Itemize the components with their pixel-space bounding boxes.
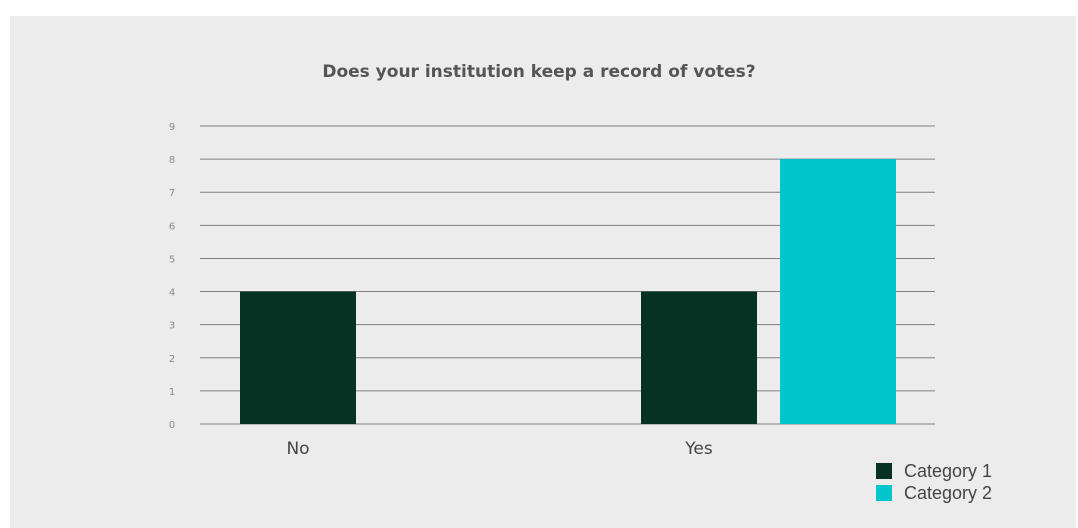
- y-tick-label: 0: [169, 420, 175, 431]
- chart-title: Does your institution keep a record of v…: [322, 62, 756, 82]
- bar-yes-series-1: [641, 291, 757, 424]
- legend-label-category-2: Category 2: [904, 483, 993, 503]
- y-tick-label: 6: [169, 221, 175, 232]
- y-tick-label: 3: [169, 321, 175, 332]
- x-tick-label-no: No: [286, 439, 309, 459]
- bar-no-series-1: [240, 291, 356, 424]
- legend: Category 1 Category 2: [876, 460, 992, 504]
- legend-swatch-category-1: [876, 463, 892, 479]
- legend-label-category-1: Category 1: [904, 461, 993, 481]
- bar-yes-series-2: [780, 159, 896, 424]
- chart-panel: [10, 16, 1076, 528]
- y-tick-label: 2: [169, 354, 175, 365]
- y-tick-label: 8: [169, 155, 175, 166]
- y-tick-label: 4: [169, 288, 175, 299]
- y-tick-label: 1: [169, 387, 175, 398]
- y-tick-label: 5: [169, 254, 175, 265]
- x-tick-label-yes: Yes: [684, 439, 713, 459]
- y-tick-label: 7: [169, 188, 175, 199]
- legend-swatch-category-2: [876, 485, 892, 501]
- legend-item-category-1: Category 1: [876, 460, 992, 482]
- y-tick-label: 9: [169, 122, 175, 133]
- legend-item-category-2: Category 2: [876, 482, 992, 504]
